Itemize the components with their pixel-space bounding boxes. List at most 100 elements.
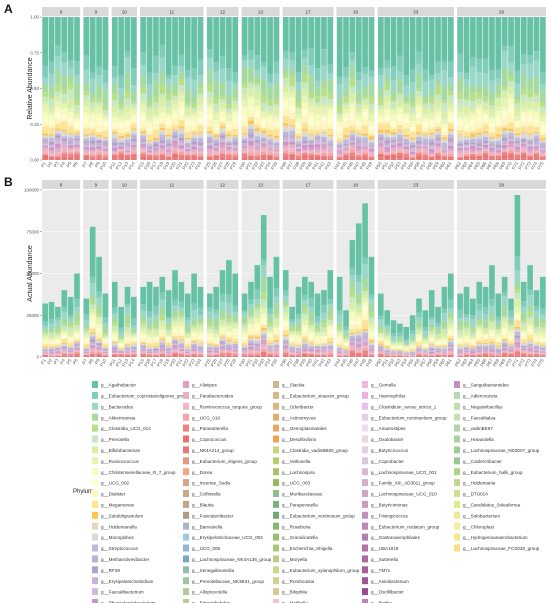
bar-segment xyxy=(207,70,213,85)
bar-segment xyxy=(254,265,261,290)
bar-segment xyxy=(457,157,463,159)
legend-swatch xyxy=(362,500,368,508)
bar-segment xyxy=(172,99,178,105)
bar-segment xyxy=(42,352,48,354)
bar-segment xyxy=(476,92,483,99)
bar-segment xyxy=(362,136,368,138)
bar-segment xyxy=(159,57,166,72)
bar-segment xyxy=(362,95,368,99)
bar-segment xyxy=(260,334,267,336)
bar-segment xyxy=(226,335,232,338)
bar-segment xyxy=(55,157,61,159)
bar-segment xyxy=(89,126,96,129)
bar-segment xyxy=(61,137,68,139)
bar-segment xyxy=(495,117,502,125)
bar-segment xyxy=(67,327,74,332)
bar-segment xyxy=(302,339,308,341)
bar-segment xyxy=(295,90,302,102)
bar-segment xyxy=(42,347,48,348)
bar-segment xyxy=(336,84,343,99)
x-tick-label: P1 xyxy=(40,358,47,366)
bar-segment xyxy=(489,146,495,148)
bar-segment xyxy=(384,349,390,351)
bar-segment xyxy=(55,111,61,119)
bar-segment xyxy=(362,342,368,346)
bar-segment xyxy=(226,124,232,128)
facet-strip-label: 13 xyxy=(258,10,264,15)
bar-segment xyxy=(428,330,435,334)
bar-segment xyxy=(343,151,349,154)
bar-segment xyxy=(273,325,280,328)
legend-label: g__Methanobrevibacter xyxy=(101,557,150,562)
bar-segment xyxy=(165,137,172,140)
bar-segment xyxy=(362,67,368,74)
x-tick-label: P47 xyxy=(352,358,361,368)
bar-segment xyxy=(282,342,289,343)
bar-segment xyxy=(533,144,540,147)
bar-segment xyxy=(74,155,80,158)
bar-segment xyxy=(378,351,384,353)
bar-segment xyxy=(48,120,55,125)
bar-segment xyxy=(390,333,397,337)
bar-segment xyxy=(260,317,267,323)
legend-swatch xyxy=(273,413,279,421)
bar-segment xyxy=(67,135,74,138)
bar-segment xyxy=(48,328,55,333)
bar-segment xyxy=(463,113,470,118)
bar-segment xyxy=(336,154,343,156)
bar-segment xyxy=(349,59,356,68)
bar-segment xyxy=(520,94,527,103)
bar-segment xyxy=(362,125,368,134)
bar-segment xyxy=(321,132,327,133)
bar-segment xyxy=(83,69,90,83)
bar-segment xyxy=(482,352,489,354)
bar-segment xyxy=(308,47,315,66)
x-tick-label: P45 xyxy=(340,358,349,368)
bar-segment xyxy=(55,128,61,130)
bar-segment xyxy=(514,339,521,343)
bar-segment xyxy=(314,346,321,348)
bar-segment xyxy=(178,91,185,95)
bar-segment xyxy=(213,147,219,149)
bar-segment xyxy=(355,346,362,349)
x-tick-label: P29 xyxy=(229,161,238,171)
x-tick-label: P61 xyxy=(444,161,453,171)
bar-segment xyxy=(501,315,508,318)
legend-swatch xyxy=(454,511,460,519)
bar-segment xyxy=(362,257,368,265)
bar-segment xyxy=(441,353,448,354)
bar-segment xyxy=(514,70,521,84)
bar-segment xyxy=(48,17,55,62)
facet-strip xyxy=(111,180,138,189)
bar-segment xyxy=(55,356,61,357)
bar-segment xyxy=(102,351,109,352)
bar-segment xyxy=(184,347,191,348)
bar-segment xyxy=(501,144,508,145)
bar-segment xyxy=(447,143,454,147)
bar-segment xyxy=(533,127,540,132)
bar-segment xyxy=(153,325,159,329)
bar-segment xyxy=(282,146,289,149)
bar-segment xyxy=(140,93,147,102)
bar-segment xyxy=(55,138,61,141)
bar-segment xyxy=(447,348,454,351)
bar-segment xyxy=(61,337,68,339)
bar-segment xyxy=(260,299,267,307)
bar-segment xyxy=(74,118,80,121)
bar-segment xyxy=(213,343,219,345)
legend-swatch xyxy=(183,522,189,530)
bar-segment xyxy=(124,144,131,146)
bar-segment xyxy=(282,144,289,147)
bar-segment xyxy=(248,339,254,341)
bar-segment xyxy=(416,151,422,154)
legend-swatch xyxy=(92,435,98,443)
bar-segment xyxy=(184,125,191,132)
bar-segment xyxy=(55,45,61,57)
bar-segment xyxy=(282,290,289,296)
bar-segment xyxy=(384,155,390,159)
bar-segment xyxy=(435,132,441,135)
bar-segment xyxy=(470,130,476,134)
bar-segment xyxy=(397,151,403,153)
bar-segment xyxy=(416,334,422,338)
bar-segment xyxy=(48,140,55,142)
